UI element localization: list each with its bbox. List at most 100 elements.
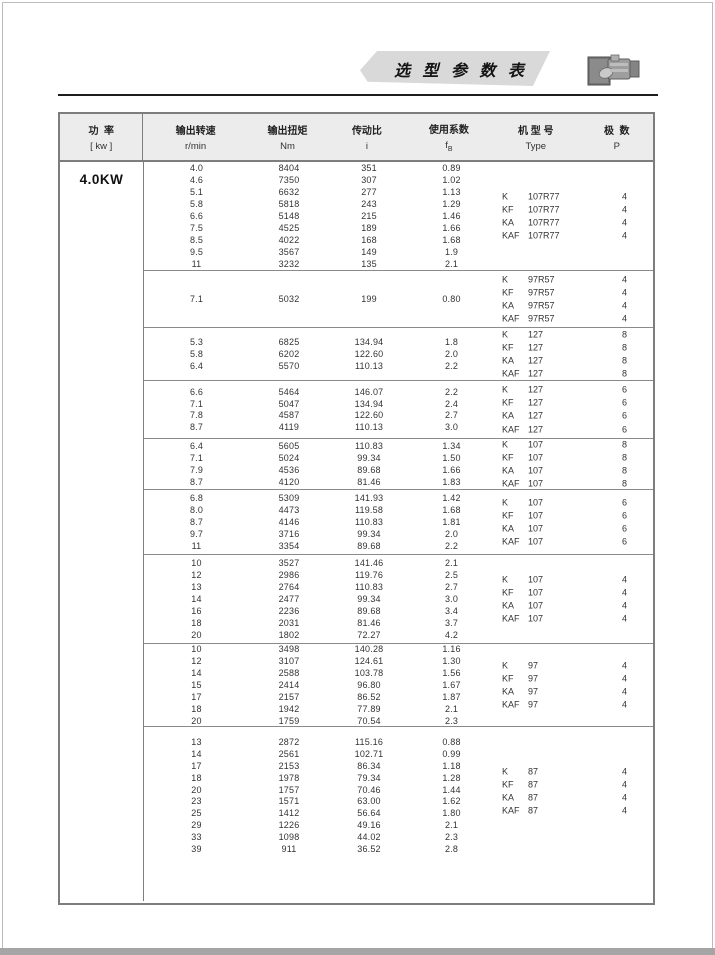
- type-row: KF 107 6: [494, 509, 653, 522]
- type-model: 97: [528, 673, 539, 684]
- ratio-value: 79.34: [357, 772, 381, 783]
- header-torque-unit: Nm: [280, 141, 295, 152]
- type-model: 87: [528, 779, 539, 790]
- speed-value: 8.7: [189, 516, 204, 527]
- table-row: 12 3107 124.61 1.30: [144, 655, 494, 667]
- type-name: K 87: [494, 766, 597, 776]
- table-row: 5.3 6825 134.94 1.8: [144, 336, 494, 348]
- service-factor-value: 3.0: [444, 422, 459, 433]
- speed-value: 17: [191, 760, 202, 771]
- type-row: K 97 4: [494, 659, 653, 672]
- title-banner: 选 型 参 数 表: [360, 51, 550, 86]
- ratio-value: 89.68: [357, 540, 381, 551]
- poles-value: 8: [621, 355, 627, 366]
- torque-value: 4120: [278, 476, 300, 487]
- table-row: 6.6 5464 146.07 2.2: [144, 386, 494, 398]
- service-factor-value: 2.8: [444, 843, 459, 854]
- table-row: 12 2986 119.76 2.5: [144, 569, 494, 581]
- poles-value: 6: [621, 536, 627, 547]
- ratio-value: 86.34: [357, 760, 381, 771]
- speed-value: 7.1: [189, 453, 204, 464]
- service-factor-value: 1.02: [442, 175, 461, 186]
- torque-value: 4587: [278, 410, 300, 421]
- torque-value: 3232: [278, 258, 300, 269]
- ratio-value: 72.27: [357, 629, 381, 640]
- type-prefix: KAF: [502, 230, 520, 241]
- type-model: 107: [528, 600, 544, 611]
- ratio-value: 243: [361, 199, 377, 210]
- type-name: KAF 107: [494, 479, 597, 489]
- section-rows: 5.3 6825 134.94 1.8 5.8 6202 122.60 2.0 6.4 5570 1…: [144, 336, 494, 372]
- type-model: 107: [528, 574, 544, 585]
- table-row: 6.8 5309 141.93 1.42: [144, 492, 494, 504]
- table-row: 5.8 5818 243 1.29: [144, 198, 494, 210]
- speed-value: 7.1: [189, 293, 204, 304]
- service-factor-value: 1.56: [442, 668, 461, 679]
- type-row: KF 97R57 4: [494, 286, 653, 299]
- section-content: 6.8 5309 141.93 1.42 8.0 4473 119.58 1.68 8.7 414…: [144, 492, 653, 551]
- ratio-value: 141.93: [354, 493, 384, 504]
- type-model: 97: [528, 660, 539, 671]
- table-row: 23 1571 63.00 1.62: [144, 795, 494, 807]
- table-row: 7.1 5032 199 0.80: [144, 293, 494, 305]
- section-rows: 13 2872 115.16 0.88 14 2561 102.71 0.99 17 2153 86…: [144, 736, 494, 855]
- table-row: 18 1942 77.89 2.1: [144, 703, 494, 715]
- poles-value: 4: [621, 274, 627, 285]
- speed-value: 33: [191, 832, 202, 843]
- ratio-value: 89.68: [357, 464, 381, 475]
- poles-value: 4: [621, 204, 627, 215]
- type-model: 107R77: [528, 204, 560, 215]
- ratio-value: 135: [361, 258, 377, 269]
- table-row: 4.6 7350 307 1.02: [144, 174, 494, 186]
- table-row: 7.5 4525 189 1.66: [144, 222, 494, 234]
- type-block: K 97R57 4 KF 97R57 4 KA 97R57 4 KAF 97R57 4: [494, 273, 653, 326]
- type-name: KF 87: [494, 779, 597, 789]
- type-prefix: KF: [502, 342, 514, 353]
- speed-value: 7.1: [189, 398, 204, 409]
- ratio-value: 351: [361, 163, 377, 174]
- speed-value: 12: [191, 656, 202, 667]
- service-factor-value: 2.1: [444, 703, 459, 714]
- type-block: K 97 4 KF 97 4 KA 97 4 KAF 97 4: [494, 659, 653, 712]
- torque-value: 2872: [278, 736, 300, 747]
- ratio-value: 110.83: [354, 516, 384, 527]
- type-row: KAF 107R77 4: [494, 229, 653, 242]
- ratio-value: 122.60: [354, 348, 384, 359]
- header-speed: 输出转速 r/min: [143, 114, 247, 160]
- torque-value: 5047: [278, 398, 300, 409]
- torque-value: 2157: [278, 691, 300, 702]
- table-row: 13 2764 110.83 2.7: [144, 581, 494, 593]
- table-row: 14 2561 102.71 0.99: [144, 748, 494, 760]
- section-rows: 6.4 5605 110.83 1.34 7.1 5024 99.34 1.50 7.9 4536…: [144, 440, 494, 488]
- type-name: K 107: [494, 574, 597, 584]
- service-factor-value: 1.68: [442, 234, 461, 245]
- section-content: 10 3527 141.46 2.1 12 2986 119.76 2.5 13 2764 110.…: [144, 557, 653, 640]
- type-name: KA 97: [494, 687, 597, 697]
- table-section: 5.3 6825 134.94 1.8 5.8 6202 122.60 2.0 6.4 5570 1…: [144, 327, 653, 380]
- type-row: K 107 6: [494, 496, 653, 509]
- type-row: K 127 6: [494, 383, 653, 396]
- type-row: KAF 97R57 4: [494, 312, 653, 325]
- ratio-value: 110.13: [354, 422, 384, 433]
- type-prefix: KF: [502, 673, 514, 684]
- speed-value: 25: [191, 808, 202, 819]
- type-prefix: KAF: [502, 805, 520, 816]
- torque-value: 2764: [278, 582, 300, 593]
- ratio-value: 86.52: [357, 691, 381, 702]
- service-factor-value: 1.46: [442, 210, 461, 221]
- header-ratio: 传动比 i: [327, 114, 406, 160]
- header-speed-cn: 输出转速: [175, 126, 216, 137]
- poles-value: 4: [621, 217, 627, 228]
- type-row: KAF 127 6: [494, 423, 653, 436]
- poles-value: 4: [621, 600, 627, 611]
- type-name: KF 107: [494, 452, 597, 462]
- speed-value: 13: [191, 736, 202, 747]
- type-prefix: KAF: [502, 424, 520, 435]
- service-factor-value: 1.81: [442, 516, 461, 527]
- speed-value: 11: [191, 258, 202, 269]
- type-name: K 127: [494, 329, 597, 339]
- type-model: 127: [528, 384, 544, 395]
- table-row: 29 1226 49.16 2.1: [144, 819, 494, 831]
- type-model: 107: [528, 510, 544, 521]
- type-model: 107R77: [528, 230, 560, 241]
